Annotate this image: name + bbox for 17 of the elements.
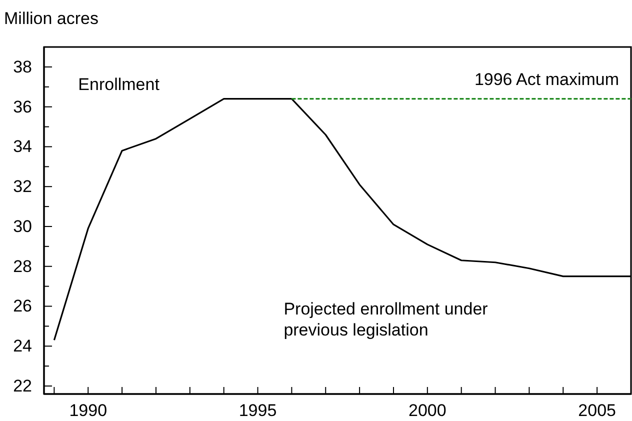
text: Projected enrollment under previous legislation — [284, 299, 488, 340]
y-tick-label: 28 — [13, 256, 32, 276]
y-tick-label: 22 — [13, 376, 32, 396]
y-tick-label: 26 — [13, 296, 32, 316]
x-tick-label: 2005 — [578, 401, 616, 420]
x-tick-label: 2000 — [408, 401, 446, 420]
y-tick-label: 32 — [13, 177, 32, 196]
y-tick-label: 38 — [13, 57, 32, 76]
y-tick-label: 34 — [13, 137, 32, 156]
y-tick-label: 24 — [13, 336, 32, 356]
x-tick-label: 1995 — [238, 401, 277, 420]
series-label: 1996 Act maximum — [474, 70, 619, 89]
x-tick-label: 1990 — [69, 401, 108, 420]
legend-label: Enrollment — [78, 74, 160, 94]
y-tick-label: 30 — [13, 216, 32, 236]
y-axis-title: Million acres — [4, 9, 98, 28]
y-tick-label: 36 — [13, 97, 32, 116]
